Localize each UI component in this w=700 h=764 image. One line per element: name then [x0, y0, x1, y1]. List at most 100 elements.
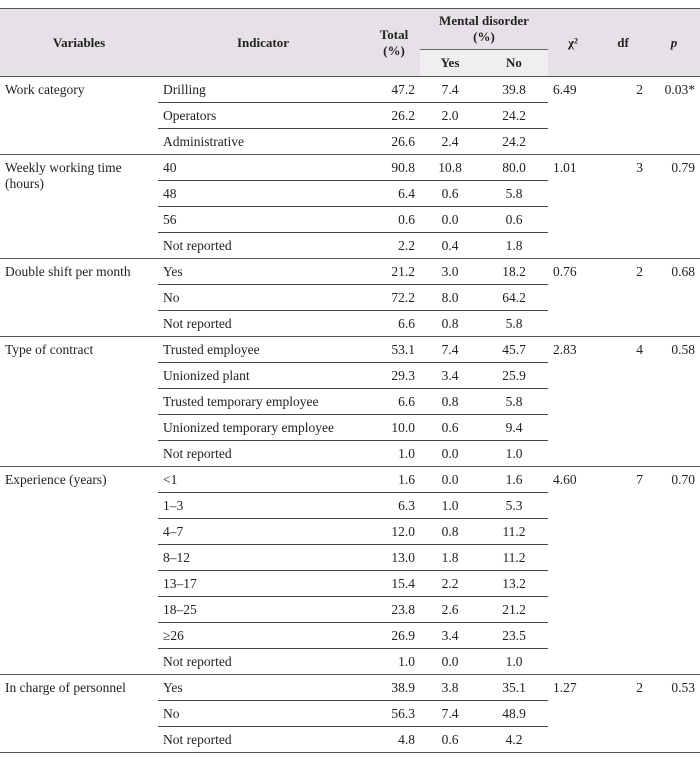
value-cell: 25.9 [480, 362, 548, 389]
table-row: Administrative 26.6 2.4 24.2 [0, 128, 700, 155]
table-row: Weekly working time (hours) 40 90.8 10.8 80.… [0, 154, 700, 259]
df-cell: 7 [598, 466, 648, 675]
value-cell: 2.0 [420, 102, 480, 129]
value-cell: 9.4 [480, 414, 548, 441]
value-cell: 6.6 [368, 310, 420, 337]
value-cell: 48.9 [480, 700, 548, 727]
table-row: ≥26 26.9 3.4 23.5 [0, 622, 700, 649]
value-cell: 90.8 [368, 154, 420, 181]
variable-cell: In charge of personnel [0, 674, 158, 753]
value-cell: 0.8 [420, 388, 480, 415]
value-cell: 1.6 [368, 466, 420, 493]
value-cell: 47.2 [368, 76, 420, 103]
value-cell: 2.2 [368, 232, 420, 259]
value-cell: 18.2 [480, 258, 548, 285]
value-cell: 3.4 [420, 362, 480, 389]
table-row: Not reported 2.2 0.4 1.8 [0, 232, 700, 259]
chi2-cell: 1.27 [548, 674, 598, 753]
indicator-cell: Not reported [158, 232, 368, 259]
indicator-cell: Not reported [158, 440, 368, 467]
df-cell: 3 [598, 154, 648, 259]
p-cell: 0.68 [648, 258, 700, 337]
value-cell: 23.5 [480, 622, 548, 649]
df-cell: 4 [598, 336, 648, 467]
indicator-cell: Trusted employee [158, 336, 368, 363]
value-cell: 64.2 [480, 284, 548, 311]
table-row: 1–3 6.3 1.0 5.3 [0, 492, 700, 519]
value-cell: 1.0 [480, 648, 548, 675]
table-body: Work category Drilling 47.2 7.4 39.8 6.49 2 0.0… [0, 76, 700, 753]
indicator-cell: Unionized temporary employee [158, 414, 368, 441]
value-cell: 0.8 [420, 518, 480, 545]
value-cell: 0.0 [420, 466, 480, 493]
value-cell: 6.6 [368, 388, 420, 415]
value-cell: 3.0 [420, 258, 480, 285]
value-cell: 53.1 [368, 336, 420, 363]
table-header: Variables Indicator Total (%) Mental dis… [0, 8, 700, 77]
value-cell: 8.0 [420, 284, 480, 311]
header-cell: df [598, 8, 648, 77]
value-cell: 4.8 [368, 726, 420, 753]
value-cell: 7.4 [420, 336, 480, 363]
table-row: 48 6.4 0.6 5.8 [0, 180, 700, 207]
header-cell: No [480, 49, 548, 77]
value-cell: 4.2 [480, 726, 548, 753]
value-cell: 12.0 [368, 518, 420, 545]
value-cell: 72.2 [368, 284, 420, 311]
indicator-cell: Not reported [158, 310, 368, 337]
value-cell: 0.6 [368, 206, 420, 233]
table-row: Unionized temporary employee 10.0 0.6 9.4 [0, 414, 700, 441]
value-cell: 24.2 [480, 102, 548, 129]
indicator-cell: Drilling [158, 76, 368, 103]
chi2-cell: 0.76 [548, 258, 598, 337]
value-cell: 24.2 [480, 128, 548, 155]
table-row: Operators 26.2 2.0 24.2 [0, 102, 700, 129]
p-cell: 0.53 [648, 674, 700, 753]
table-row: Work category Drilling 47.2 7.4 39.8 6.49 2 0.0… [0, 76, 700, 155]
value-cell: 1.8 [420, 544, 480, 571]
value-cell: 5.3 [480, 492, 548, 519]
indicator-cell: <1 [158, 466, 368, 493]
value-cell: 80.0 [480, 154, 548, 181]
value-cell: 1.6 [480, 466, 548, 493]
value-cell: 13.0 [368, 544, 420, 571]
indicator-cell: No [158, 284, 368, 311]
indicator-cell: 18–25 [158, 596, 368, 623]
df-cell: 2 [598, 674, 648, 753]
df-cell: 2 [598, 258, 648, 337]
p-cell: 0.58 [648, 336, 700, 467]
value-cell: 0.0 [420, 206, 480, 233]
indicator-cell: ≥26 [158, 622, 368, 649]
value-cell: 21.2 [368, 258, 420, 285]
value-cell: 0.6 [480, 206, 548, 233]
table-row: Not reported 6.6 0.8 5.8 [0, 310, 700, 337]
indicator-cell: 48 [158, 180, 368, 207]
value-cell: 0.0 [420, 440, 480, 467]
value-cell: 0.4 [420, 232, 480, 259]
table-row: 56 0.6 0.0 0.6 [0, 206, 700, 233]
value-cell: 39.8 [480, 76, 548, 103]
indicator-cell: 4–7 [158, 518, 368, 545]
value-cell: 21.2 [480, 596, 548, 623]
value-cell: 1.0 [420, 492, 480, 519]
table-row: Not reported 1.0 0.0 1.0 [0, 648, 700, 675]
table-row: Not reported 1.0 0.0 1.0 [0, 440, 700, 467]
value-cell: 0.8 [420, 310, 480, 337]
variable-cell: Work category [0, 76, 158, 155]
header-cell: Total (%) [368, 8, 420, 77]
value-cell: 2.4 [420, 128, 480, 155]
value-cell: 5.8 [480, 388, 548, 415]
value-cell: 26.6 [368, 128, 420, 155]
value-cell: 6.4 [368, 180, 420, 207]
value-cell: 11.2 [480, 544, 548, 571]
indicator-cell: Trusted temporary employee [158, 388, 368, 415]
table-row: No 72.2 8.0 64.2 [0, 284, 700, 311]
table-row: 8–12 13.0 1.8 11.2 [0, 544, 700, 571]
value-cell: 7.4 [420, 76, 480, 103]
p-cell: 0.79 [648, 154, 700, 259]
table-row: Experience (years) <1 1.6 0.0 1.6 4.60 7 0.70 [0, 466, 700, 675]
indicator-cell: 40 [158, 154, 368, 181]
header-cell: Mental disorder (%) [420, 8, 548, 50]
value-cell: 0.6 [420, 180, 480, 207]
value-cell: 3.8 [420, 674, 480, 701]
